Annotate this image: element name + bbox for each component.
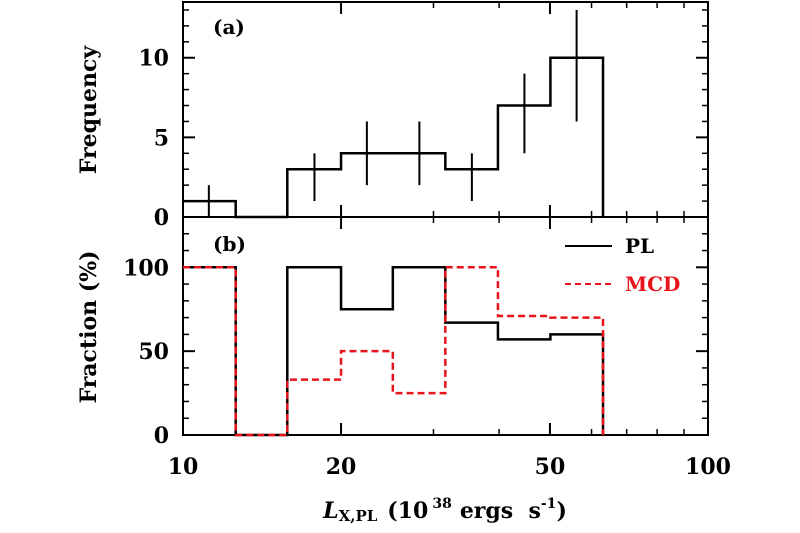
legend-mcd-label: MCD [625,272,680,296]
x-title-unit-mid: ergs s [460,498,541,524]
x-tick-label: 100 [685,454,731,480]
panel-a-frame [182,1,709,218]
x-title-unit-end: ) [556,498,566,524]
y-tick-label: 50 [138,339,169,365]
histogram-frequency [183,56,605,219]
x-axis-tick-labels: 10 20 50 100 [168,454,731,480]
x-tick-label: 20 [326,454,357,480]
series-pl-line [183,266,605,437]
y-tick-label: 5 [154,125,169,151]
panel-a-ylabel: Frequency [76,45,102,175]
x-axis-title: LX,PL (10 38 ergs s-1) [322,496,567,525]
x-tick-label: 10 [168,454,199,480]
x-title-unit-exp2: -1 [541,496,557,512]
panel-a-label: (a) [213,15,245,39]
y-tick-label: 10 [138,46,169,72]
panel-b-frame [182,216,709,436]
legend: PL MCD [565,234,680,296]
panel-b: 0 50 100 [123,216,709,449]
panel-b-label: (b) [213,232,246,256]
legend-pl-label: PL [625,234,654,258]
x-title-subscript: X,PL [339,507,378,525]
x-title-unit-base: (10 [387,498,428,524]
x-title-symbol: L [322,498,338,524]
y-tick-label: 100 [123,255,169,281]
x-title-unit-exp: 38 [432,496,451,512]
series-mcd-line [183,266,605,437]
x-tick-label: 50 [535,454,566,480]
panel-b-ylabel: Fraction (%) [76,250,102,403]
y-tick-label: 0 [154,423,169,449]
y-tick-label: 0 [154,205,169,231]
